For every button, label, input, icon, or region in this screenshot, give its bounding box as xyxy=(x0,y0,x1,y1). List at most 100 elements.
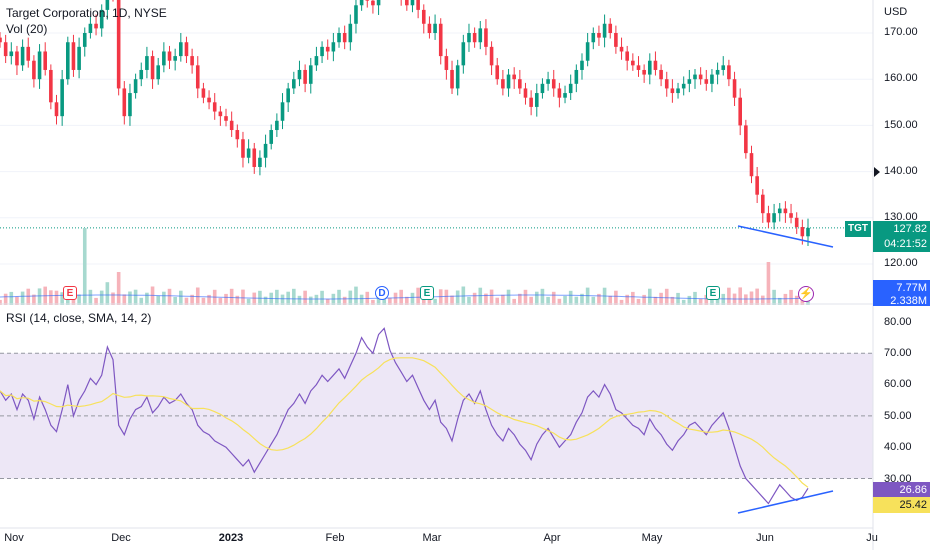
candle-body xyxy=(224,116,228,121)
candle-body xyxy=(659,69,663,80)
candle-body xyxy=(331,42,336,52)
candle-body xyxy=(37,51,42,80)
rsi-tick: 60.00 xyxy=(884,378,912,390)
volume-bar xyxy=(777,297,782,305)
rsi-line xyxy=(0,327,809,505)
volume-bar xyxy=(495,297,500,305)
price-tick: 120.00 xyxy=(884,257,918,269)
time-label: Feb xyxy=(325,532,345,544)
candle-body xyxy=(455,65,460,89)
candle-body xyxy=(614,33,618,47)
time-label: Dec xyxy=(111,532,131,544)
rsi-tick: 70.00 xyxy=(884,347,912,359)
candle-body xyxy=(546,79,550,84)
candle-body xyxy=(26,46,31,61)
volume-bar xyxy=(546,296,550,305)
candle-body xyxy=(806,227,810,237)
candle-body xyxy=(591,33,596,43)
volume-bar xyxy=(280,294,285,305)
volume-bar xyxy=(597,293,601,305)
volume-bar xyxy=(49,290,53,305)
volume-bar xyxy=(659,292,663,305)
candle-body xyxy=(252,148,257,167)
volume-bar xyxy=(275,289,279,305)
time-label: Apr xyxy=(543,532,561,544)
volume-bar xyxy=(670,296,675,305)
candle-body xyxy=(698,74,703,80)
earnings-marker[interactable]: E xyxy=(63,286,77,300)
bar-countdown-badge: 04:21:52 xyxy=(873,236,930,252)
last-price-badge: 127.82 xyxy=(873,221,930,237)
volume-bar xyxy=(229,288,234,305)
candle-body xyxy=(749,153,754,177)
candle-body xyxy=(625,51,629,61)
volume-bar xyxy=(438,289,443,305)
volume-bar xyxy=(99,290,104,305)
candle-body xyxy=(162,51,166,66)
volume-bar xyxy=(9,291,14,305)
candle-body xyxy=(376,0,381,6)
earnings-marker[interactable]: E xyxy=(420,286,434,300)
volume-bar xyxy=(359,294,364,305)
volume-bar xyxy=(354,286,358,305)
candle-body xyxy=(77,46,81,70)
volume-bar xyxy=(687,295,692,305)
candle-body xyxy=(3,42,8,57)
currency-label[interactable]: USD xyxy=(884,6,908,18)
candle-body xyxy=(794,217,799,228)
volume-bar xyxy=(636,298,641,305)
candle-body xyxy=(348,23,353,43)
chart-title[interactable]: Target Corporation, 1D, NYSE xyxy=(6,6,167,20)
volume-bar xyxy=(472,292,477,305)
candle-body xyxy=(800,227,805,237)
candle-body xyxy=(478,28,483,43)
volume-bar xyxy=(263,296,268,305)
candle-body xyxy=(433,23,437,33)
rsi-panel xyxy=(0,327,873,514)
candle-body xyxy=(760,194,765,214)
volume-bar xyxy=(642,294,646,305)
candle-body xyxy=(71,42,76,70)
candle-body xyxy=(60,79,64,117)
candle-body xyxy=(150,56,155,80)
candle-body xyxy=(116,0,121,89)
volume-bar xyxy=(60,292,64,305)
candle-body xyxy=(54,102,59,117)
candle-body xyxy=(631,60,635,66)
candle-body xyxy=(173,56,177,61)
candle-body xyxy=(597,33,601,38)
volume-bar xyxy=(580,293,584,305)
flash-event-icon[interactable]: ⚡ xyxy=(798,286,814,302)
volume-bar xyxy=(540,288,545,305)
volume-bar xyxy=(314,294,319,305)
price-tick: 130.00 xyxy=(884,211,918,223)
volume-bar xyxy=(506,289,511,305)
volume-bar xyxy=(450,295,454,305)
volume-bar xyxy=(794,295,799,305)
volume-bar xyxy=(337,289,341,305)
earnings-marker[interactable]: E xyxy=(706,286,720,300)
rsi-indicator-label[interactable]: RSI (14, close, SMA, 14, 2) xyxy=(6,311,152,325)
volume-bar xyxy=(416,287,420,305)
candle-body xyxy=(704,79,709,84)
dividend-marker[interactable]: D xyxy=(375,286,389,300)
rsi-divergence-trendline xyxy=(737,490,834,514)
candle-body xyxy=(66,42,70,80)
volume-bar xyxy=(116,272,121,305)
volume-bar xyxy=(410,292,415,305)
candle-body xyxy=(184,42,189,57)
volume-indicator-label[interactable]: Vol (20) xyxy=(6,22,48,36)
candle-body xyxy=(777,208,782,214)
candle-body xyxy=(133,79,138,94)
volume-bar xyxy=(523,289,528,305)
candle-body xyxy=(574,69,579,84)
candle-body xyxy=(450,69,454,89)
volume-bar xyxy=(3,293,8,305)
candle-body xyxy=(710,74,714,84)
volume-bar xyxy=(133,289,138,305)
candle-body xyxy=(229,120,234,131)
volume-bar xyxy=(37,288,42,305)
candle-body xyxy=(789,213,793,218)
candle-body xyxy=(325,46,330,52)
